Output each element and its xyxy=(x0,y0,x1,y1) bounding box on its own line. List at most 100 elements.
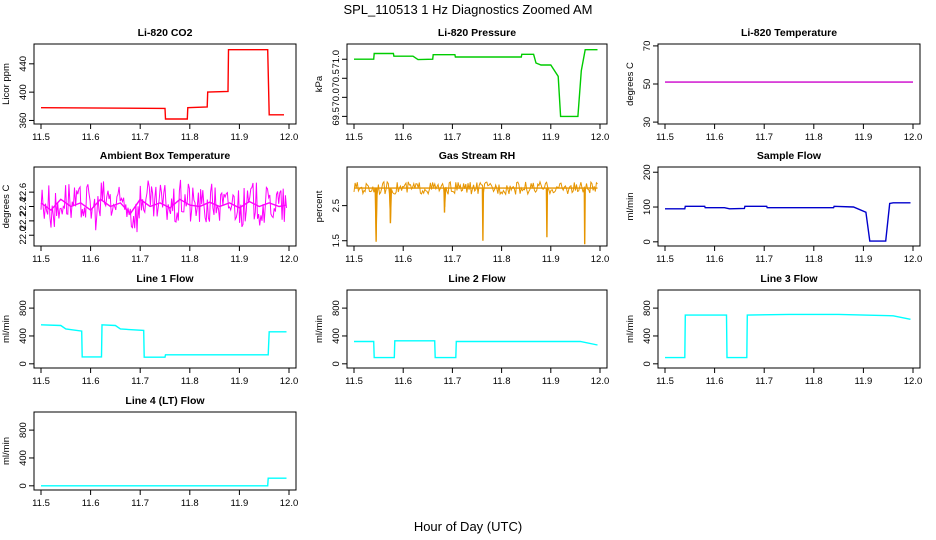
x-tick-label: 11.7 xyxy=(131,132,149,143)
x-tick-label: 11.6 xyxy=(82,132,100,143)
plot-frame xyxy=(33,43,297,125)
panel-title: Li-820 Temperature xyxy=(741,27,837,39)
x-tick-label: 11.7 xyxy=(755,254,773,265)
y-tick-label: 69.5 xyxy=(331,107,342,126)
series-line xyxy=(41,477,287,487)
x-tick-label: 11.6 xyxy=(394,254,412,265)
series-line xyxy=(665,313,911,359)
y-axis-label: Licor ppm xyxy=(1,63,12,105)
series-line xyxy=(40,49,284,120)
series-line xyxy=(354,49,598,118)
y-tick-label: 0 xyxy=(642,361,653,366)
x-tick-label: 12.0 xyxy=(280,254,299,265)
panel-title: Line 4 (LT) Flow xyxy=(125,395,205,407)
y-tick-label: 1.5 xyxy=(331,234,342,247)
y-tick-label: 70.0 xyxy=(331,88,342,107)
panel-4: Gas Stream RH percent 11.5 11.6 11.7 11.8 11.9… xyxy=(314,150,609,265)
x-tick-label: 11.7 xyxy=(755,376,773,387)
panel-title: Li-820 Pressure xyxy=(438,27,516,39)
x-tick-label: 11.8 xyxy=(181,498,199,509)
x-tick-label: 11.8 xyxy=(493,132,511,143)
y-axis-label: percent xyxy=(314,190,325,222)
x-tick-label: 11.5 xyxy=(345,376,363,387)
x-tick-label: 11.6 xyxy=(82,376,100,387)
y-tick-label: 0 xyxy=(18,483,29,488)
panel-7: Line 2 Flow ml/min 11.5 11.6 11.7 11.8 11.9 12.… xyxy=(314,273,609,387)
y-tick-label: 0 xyxy=(331,361,342,366)
x-tick-label: 11.9 xyxy=(231,498,249,509)
x-tick-label: 11.8 xyxy=(805,254,823,265)
y-tick-label: 400 xyxy=(642,328,653,344)
x-tick-label: 12.0 xyxy=(591,132,610,143)
y-tick-label: 800 xyxy=(331,300,342,316)
y-tick-label: 22.4 xyxy=(18,197,29,216)
x-tick-label: 11.6 xyxy=(706,254,724,265)
y-tick-label: 22.2 xyxy=(18,212,29,231)
plot-frame xyxy=(346,289,608,369)
x-tick-label: 11.6 xyxy=(394,376,412,387)
x-tick-label: 11.9 xyxy=(855,132,873,143)
x-tick-label: 12.0 xyxy=(904,132,923,143)
panel-2: Li-820 Temperature degrees C 11.5 11.6 11.7 1… xyxy=(625,27,922,143)
panel-6: Line 1 Flow ml/min 11.5 11.6 11.7 11.8 11.9 12.… xyxy=(1,273,298,387)
y-tick-label: 70 xyxy=(642,41,653,52)
y-tick-label: 800 xyxy=(642,300,653,316)
y-axis-label: ml/min xyxy=(1,437,12,465)
y-tick-label: 0 xyxy=(642,239,653,244)
series-line xyxy=(354,340,598,359)
plot-frame xyxy=(657,43,921,125)
panel-grid: Li-820 CO2 Licor ppm 11.5 11.6 11.7 11.8 11.9 1… xyxy=(1,27,922,509)
x-tick-label: 12.0 xyxy=(591,376,610,387)
x-tick-label: 11.8 xyxy=(805,132,823,143)
y-axis-label: ml/min xyxy=(1,315,12,343)
x-tick-label: 11.6 xyxy=(706,376,724,387)
plot-frame xyxy=(657,166,921,247)
panel-1: Li-820 Pressure kPa 11.5 11.6 11.7 11.8 11.9 12… xyxy=(314,27,609,143)
x-tick-label: 11.5 xyxy=(656,254,674,265)
x-tick-label: 11.6 xyxy=(82,254,100,265)
panel-9: Line 4 (LT) Flow ml/min 11.5 11.6 11.7 11.8 11… xyxy=(1,395,298,509)
x-tick-label: 11.5 xyxy=(32,132,50,143)
y-tick-label: 800 xyxy=(18,422,29,438)
panel-0: Li-820 CO2 Licor ppm 11.5 11.6 11.7 11.8 11.9 1… xyxy=(1,27,298,143)
y-tick-label: 0 xyxy=(18,361,29,366)
x-tick-label: 11.9 xyxy=(542,254,560,265)
panel-title: Sample Flow xyxy=(757,150,822,162)
y-tick-label: 22.6 xyxy=(18,183,29,202)
x-tick-label: 11.8 xyxy=(181,132,199,143)
y-tick-label: 30 xyxy=(642,117,653,128)
x-tick-label: 11.7 xyxy=(755,132,773,143)
y-tick-label: 400 xyxy=(18,328,29,344)
x-tick-label: 11.9 xyxy=(855,376,873,387)
x-tick-label: 11.9 xyxy=(231,132,249,143)
plot-frame xyxy=(657,289,921,369)
y-tick-label: 400 xyxy=(18,84,29,100)
series-noise xyxy=(353,180,598,243)
y-axis-label: ml/min xyxy=(314,315,325,343)
panel-title: Gas Stream RH xyxy=(439,150,515,162)
plot-frame xyxy=(346,166,608,247)
series-line xyxy=(665,202,911,242)
x-tick-label: 11.7 xyxy=(444,132,462,143)
figure-title: SPL_110513 1 Hz Diagnostics Zoomed AM xyxy=(343,2,592,17)
panel-3: Ambient Box Temperature degrees C 11.5 11.6… xyxy=(1,150,298,265)
plot-frame xyxy=(33,289,297,369)
series-line xyxy=(40,324,287,358)
x-tick-label: 11.5 xyxy=(32,254,50,265)
y-tick-label: 400 xyxy=(331,328,342,344)
x-tick-label: 11.7 xyxy=(444,376,462,387)
y-tick-label: 50 xyxy=(642,79,653,90)
y-axis-label: degrees C xyxy=(1,184,12,228)
panel-8: Line 3 Flow ml/min 11.5 11.6 11.7 11.8 11.9 12.… xyxy=(625,273,922,387)
x-tick-label: 11.5 xyxy=(32,498,50,509)
x-tick-label: 11.5 xyxy=(345,132,363,143)
x-tick-label: 11.9 xyxy=(542,132,560,143)
x-tick-label: 11.8 xyxy=(181,376,199,387)
y-tick-label: 400 xyxy=(18,450,29,466)
y-axis-label: degrees C xyxy=(625,62,636,106)
x-tick-label: 11.5 xyxy=(345,254,363,265)
panel-title: Line 3 Flow xyxy=(760,273,818,285)
x-tick-label: 12.0 xyxy=(280,498,299,509)
y-tick-label: 2.5 xyxy=(331,199,342,212)
x-tick-label: 11.6 xyxy=(706,132,724,143)
